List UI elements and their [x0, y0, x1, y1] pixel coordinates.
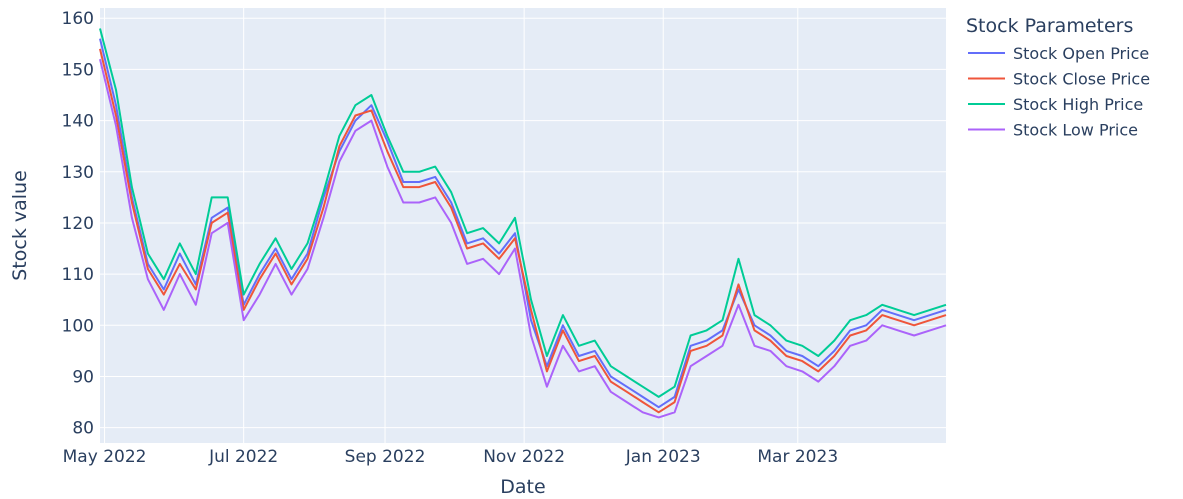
legend-item-stock-open-price[interactable]: Stock Open Price: [968, 44, 1149, 63]
gridlines: [100, 8, 946, 443]
stock-close-price-line: [99, 48, 947, 414]
x-tick-label: Nov 2022: [483, 447, 565, 467]
y-tick-label: 80: [72, 419, 94, 439]
y-tick-label: 160: [62, 9, 94, 29]
y-tick-label: 90: [72, 367, 94, 387]
y-tick-label: 120: [62, 214, 94, 234]
x-axis-title: Date: [500, 476, 545, 498]
y-tick-label: 100: [62, 316, 94, 336]
series-lines: [99, 28, 947, 419]
legend-label: Stock Close Price: [1013, 70, 1150, 89]
y-tick-label: 110: [62, 265, 94, 285]
legend-label: Stock Open Price: [1013, 44, 1149, 63]
y-axis-title: Stock value: [9, 170, 31, 281]
x-tick-label: Jan 2023: [625, 447, 701, 467]
legend[interactable]: Stock Parameters Stock Open Price Stock C…: [966, 15, 1150, 140]
legend-item-stock-high-price[interactable]: Stock High Price: [968, 95, 1143, 114]
stock-low-price-line: [99, 58, 947, 419]
x-tick-label: Mar 2023: [757, 447, 838, 467]
plot-background: [100, 8, 946, 443]
y-axis-ticks: 80 90 100 110 120 130 140 150 160: [62, 9, 94, 438]
legend-label: Stock Low Price: [1013, 121, 1138, 140]
x-tick-label: May 2022: [63, 447, 147, 467]
x-axis-ticks: May 2022 Jul 2022 Sep 2022 Nov 2022 Jan 2023…: [63, 447, 839, 467]
y-tick-label: 140: [62, 112, 94, 132]
y-tick-label: 130: [62, 163, 94, 183]
legend-item-stock-low-price[interactable]: Stock Low Price: [968, 121, 1138, 140]
x-tick-label: Sep 2022: [345, 447, 426, 467]
legend-item-stock-close-price[interactable]: Stock Close Price: [968, 70, 1150, 89]
legend-label: Stock High Price: [1013, 95, 1143, 114]
y-tick-label: 150: [62, 60, 94, 80]
x-tick-label: Jul 2022: [208, 447, 278, 467]
stock-high-price-line: [99, 28, 947, 398]
legend-title: Stock Parameters: [966, 15, 1133, 37]
